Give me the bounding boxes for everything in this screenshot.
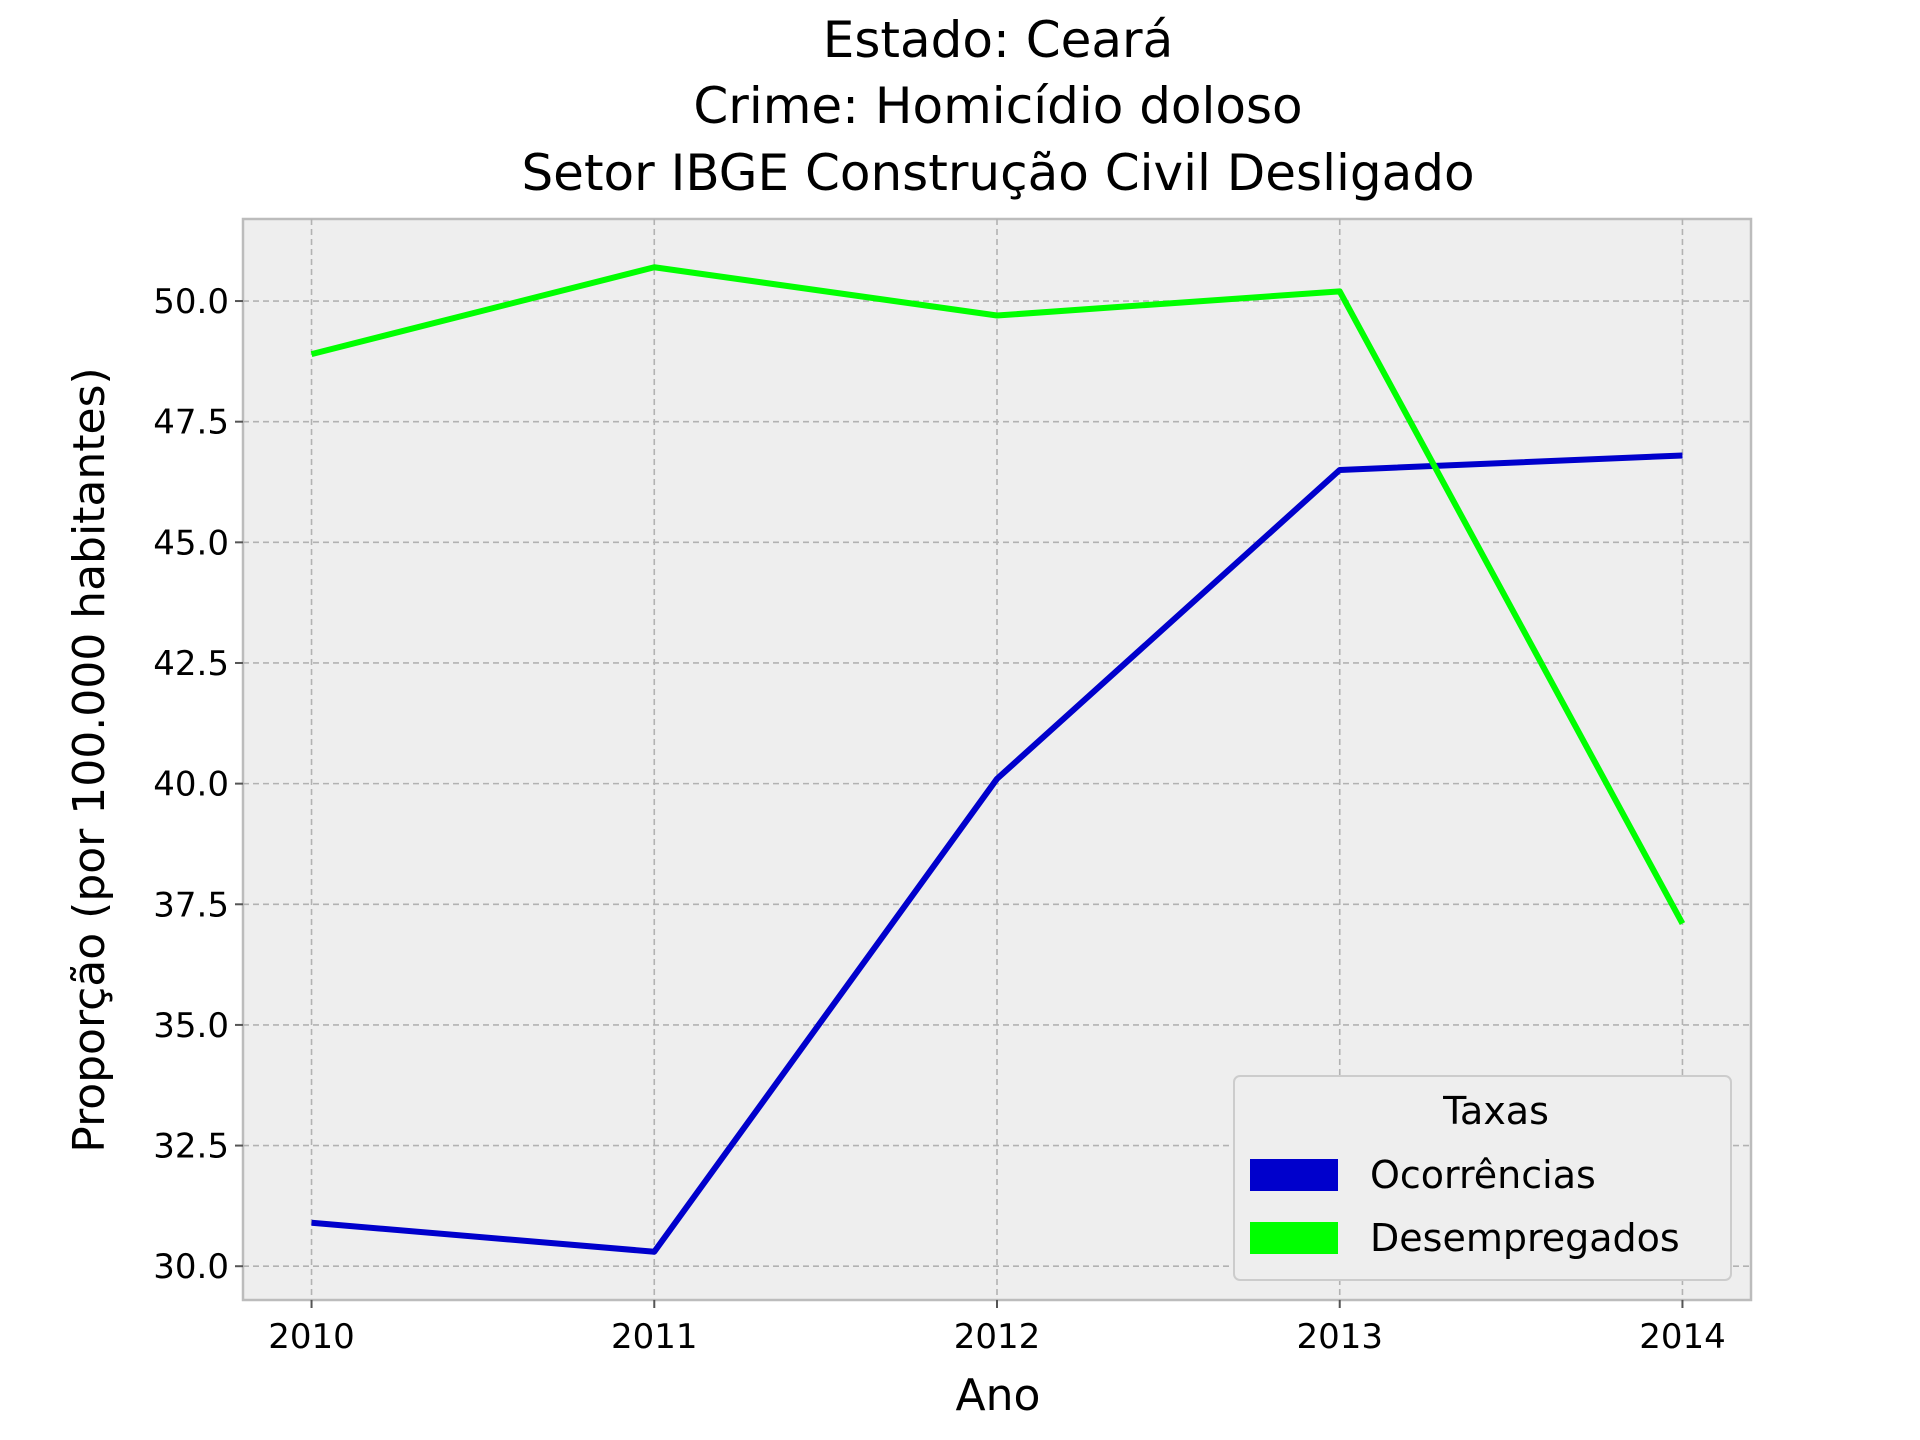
chart-title: Estado: Ceará Crime: Homicídio doloso Se… (521, 11, 1474, 202)
legend-swatch-desempregados (1250, 1222, 1338, 1254)
legend-box (1233, 1075, 1732, 1281)
legend-swatch-ocorrencias (1250, 1159, 1338, 1191)
x-tick-label: 2014 (1639, 1317, 1726, 1357)
y-tick-label: 45.0 (153, 523, 229, 563)
x-tick-label: 2012 (954, 1317, 1041, 1357)
legend-title: Taxas (1442, 1089, 1549, 1133)
grid (243, 219, 1751, 1300)
y-tick-label: 50.0 (153, 282, 229, 322)
series-line-ocorrencias (311, 452, 1683, 1255)
y-tick-label: 40.0 (153, 765, 229, 805)
y-axis-ticks: 30.0 32.5 35.0 37.5 40.0 42.5 45.0 47.5 50.0 (153, 282, 243, 1287)
y-tick-label: 42.5 (153, 644, 229, 684)
x-tick-label: 2013 (1296, 1317, 1383, 1357)
y-tick-label: 47.5 (153, 403, 229, 443)
legend-label-desempregados: Desempregados (1370, 1216, 1680, 1260)
series-line-desempregados (310, 264, 1686, 926)
y-axis-label: Proporção (por 100.000 habitantes) (64, 367, 115, 1152)
x-axis-ticks: 2010 2011 2012 2013 2014 (268, 1300, 1726, 1357)
x-axis-label: Ano (956, 1370, 1041, 1421)
title-line-2: Crime: Homicídio doloso (693, 77, 1302, 135)
legend: Taxas Ocorrências Desempregados (1233, 1075, 1732, 1281)
y-tick-label: 35.0 (153, 1006, 229, 1046)
y-tick-label: 32.5 (153, 1127, 229, 1167)
series-lines (310, 264, 1686, 1255)
x-tick-label: 2011 (611, 1317, 698, 1357)
title-line-3: Setor IBGE Construção Civil Desligado (521, 144, 1474, 202)
legend-label-ocorrencias: Ocorrências (1370, 1153, 1596, 1197)
y-tick-label: 30.0 (153, 1247, 229, 1287)
y-tick-label: 37.5 (153, 885, 229, 925)
x-tick-label: 2010 (268, 1317, 355, 1357)
title-line-1: Estado: Ceará (823, 11, 1173, 69)
